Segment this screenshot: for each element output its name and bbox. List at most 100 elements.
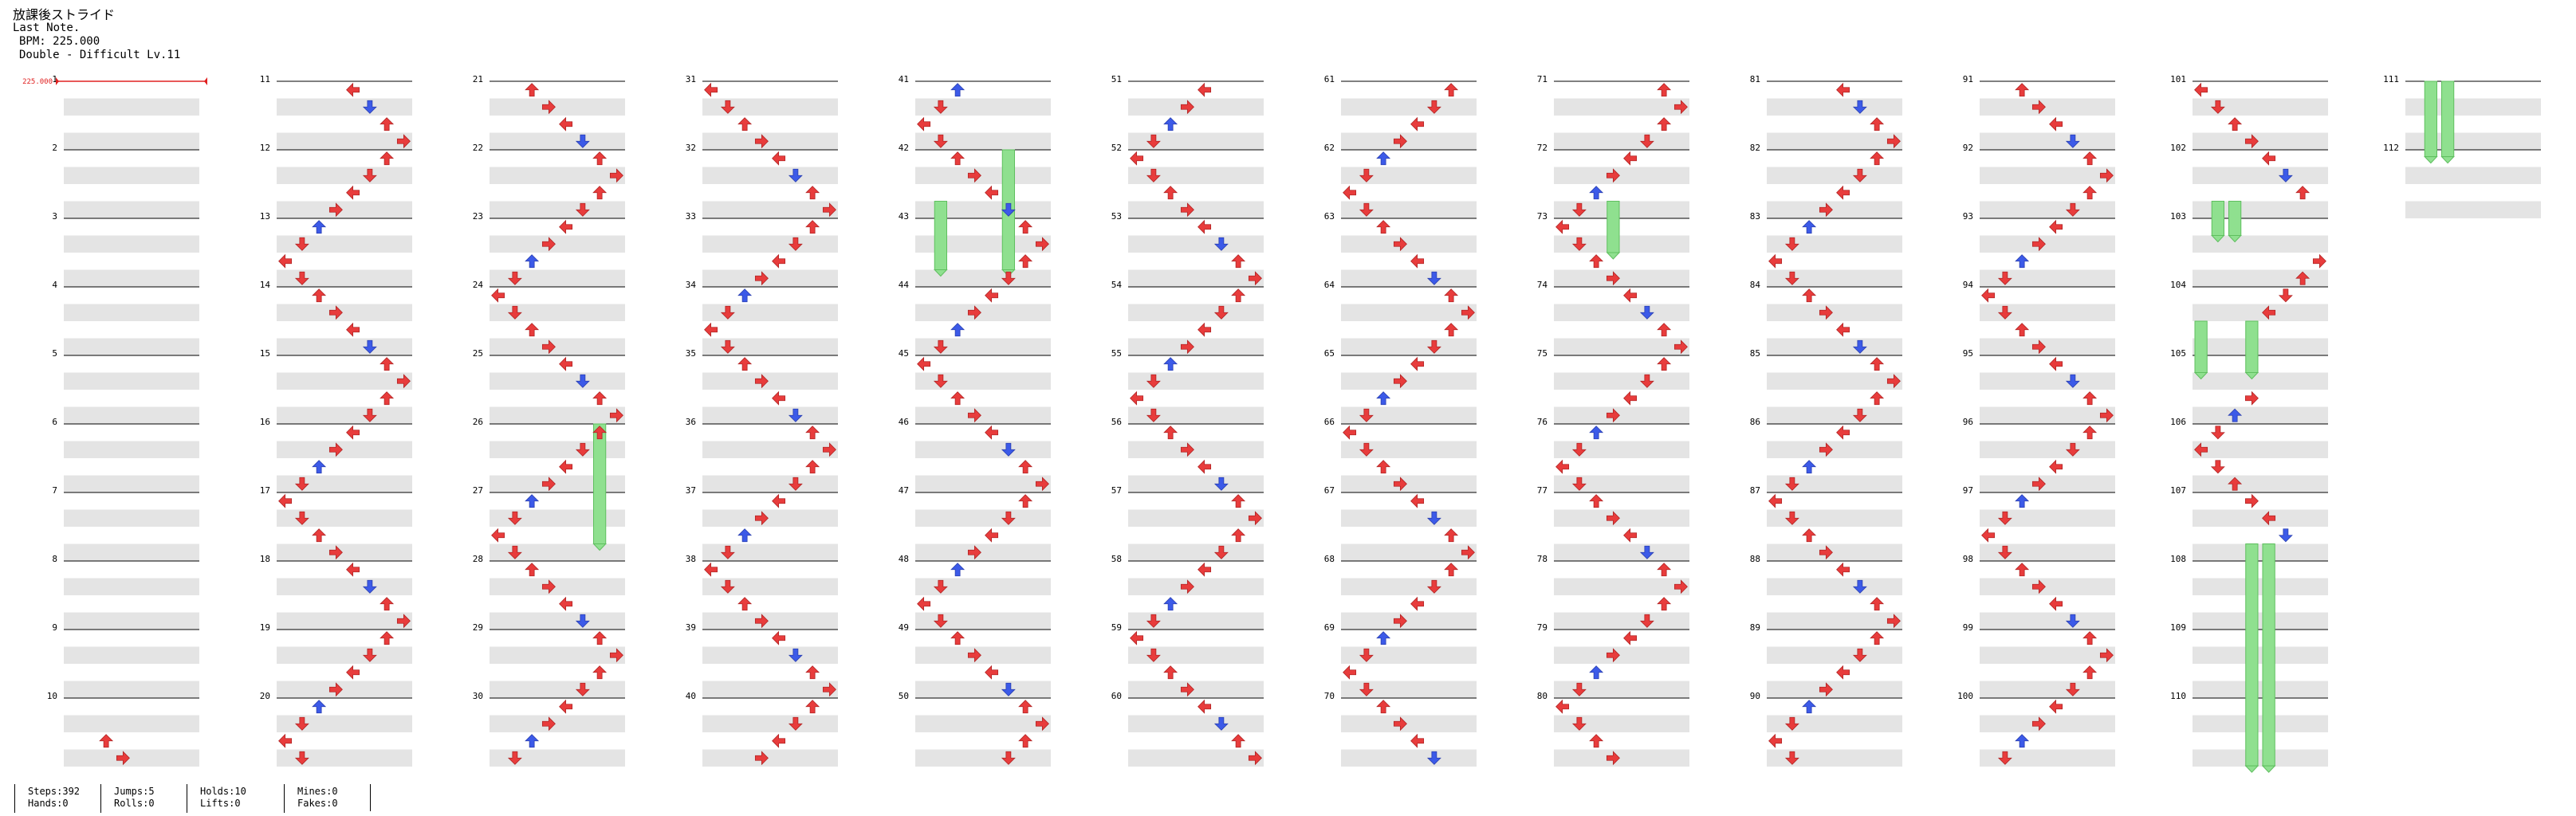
arrow-down-icon [2065,202,2080,217]
beat-stripe [2193,269,2328,287]
stat-mines: Mines:0 [297,786,338,797]
arrow-down-icon [362,100,377,114]
arrow-right-icon [541,339,556,355]
measure-number: 103 [2170,211,2186,222]
arrow-down-icon [1146,408,1161,422]
beat-stripe [1341,715,1477,732]
beat-stripe [490,475,625,492]
arrow-right-icon [822,682,836,697]
beat-stripe [490,269,625,287]
beat-stripe [2405,201,2541,218]
measure-number: 59 [1111,622,1122,633]
measure-number: 73 [1537,211,1548,222]
measure-number: 27 [473,485,483,496]
beat-stripe [1980,201,2115,218]
hold-body [934,201,947,270]
arrow-up-icon [1376,460,1391,474]
arrow-left-icon [1836,185,1850,200]
arrow-up-icon [950,631,966,645]
measure-number: 53 [1111,211,1122,222]
beat-stripe [277,441,412,458]
stat-hands: Hands:0 [28,798,69,809]
arrow-left-icon [704,562,718,577]
arrow-left-icon [772,733,786,748]
arrow-up-icon [1163,117,1178,131]
arrow-down-icon [575,134,590,148]
arrow-up-icon [805,186,820,200]
measure-number: 10 [47,691,57,701]
hold-tail [2228,235,2242,243]
beat-stripe [1128,749,1264,767]
arrow-up-icon [1231,254,1246,269]
arrow-left-icon [1555,219,1570,234]
beat-stripe [702,304,838,321]
beat-stripe [1980,304,2115,321]
arrow-down-icon [1146,134,1161,148]
beat-stripe [1767,646,1902,664]
beat-stripe [702,235,838,253]
arrow-right-icon [1035,716,1049,732]
arrow-right-icon [967,408,981,423]
arrow-up-icon [380,597,395,611]
arrow-up-icon [592,151,608,166]
hold-body [1607,201,1620,253]
arrow-right-icon [1035,477,1049,492]
measure-number: 109 [2170,622,2186,633]
arrow-right-icon [1606,511,1620,526]
arrow-up-icon [1444,83,1459,97]
beat-stripe [702,543,838,561]
beat-stripe [490,578,625,595]
beat-stripe [1341,235,1477,253]
arrow-down-icon [1997,511,2012,525]
arrow-left-icon [1768,733,1783,748]
beat-stripe [1980,681,2115,698]
measure-number: 42 [899,143,909,153]
arrow-right-icon [1673,579,1688,594]
arrow-left-icon [1198,562,1212,577]
arrow-up-icon [1231,734,1246,748]
hold-tail [2193,372,2208,380]
measure-number: 33 [686,211,696,222]
arrow-right-icon [1819,202,1833,218]
beat-stripe [1767,406,1902,424]
arrow-up-icon [1376,700,1391,714]
arrow-up-icon [1657,117,1672,131]
beat-stripe [1128,98,1264,116]
arrow-up-icon [2015,254,2030,269]
measure-number: 20 [260,691,270,701]
arrow-up-icon [737,288,753,303]
beat-stripe [1980,372,2115,390]
beat-stripe [1554,509,1689,527]
hold-tail [2244,372,2259,380]
beat-stripe [915,612,1051,630]
arrow-down-icon [507,545,522,559]
arrow-down-icon [1426,271,1441,285]
measure-number: 60 [1111,691,1122,701]
beat-stripe [1554,715,1689,732]
measure-number: 39 [686,622,696,633]
measure-number: 46 [899,417,909,427]
measure-number: 21 [473,74,483,84]
arrow-down-icon [2065,682,2080,696]
beat-stripe [702,475,838,492]
arrow-down-icon [2065,614,2080,628]
arrow-down-icon [1639,545,1654,559]
beat-stripe [277,475,412,492]
arrow-right-icon [541,100,556,115]
beat-stripe [915,167,1051,184]
arrow-left-icon [1198,219,1212,234]
arrow-left-icon [1623,630,1638,645]
arrow-left-icon [1836,322,1850,337]
arrow-down-icon [788,237,803,251]
beat-stripe [1980,612,2115,630]
arrow-down-icon [1997,271,2012,285]
beat-stripe [490,372,625,390]
measure-number: 1 [52,74,57,84]
arrow-right-icon [396,374,411,389]
beat-stripe [1554,578,1689,595]
arrow-up-icon [1870,597,1885,611]
arrow-right-icon [1180,442,1194,457]
arrow-down-icon [1784,716,1799,731]
arrow-up-icon [1444,528,1459,543]
arrow-down-icon [362,408,377,422]
